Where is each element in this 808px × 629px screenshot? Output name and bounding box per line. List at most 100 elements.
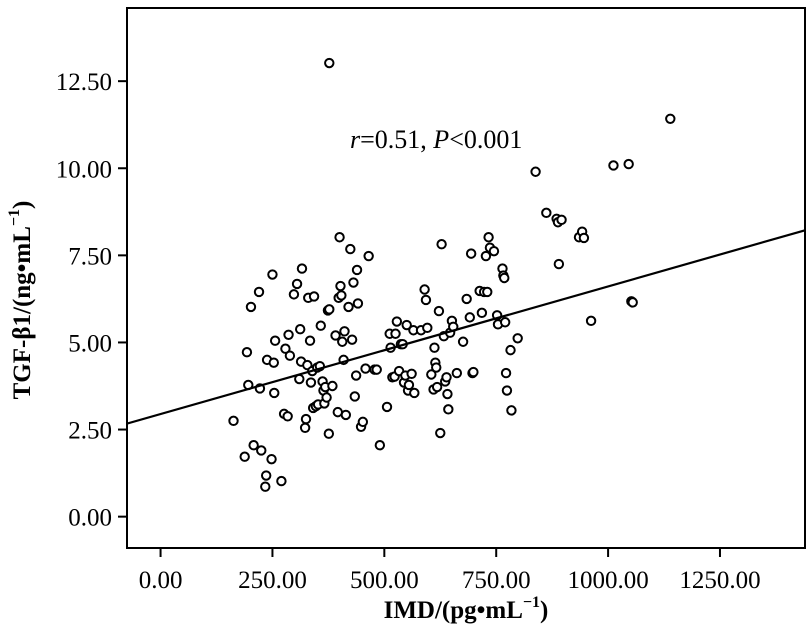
data-point — [420, 294, 432, 306]
x-axis-title-main: IMD/(pg•mL — [384, 597, 523, 624]
data-point — [451, 367, 463, 379]
data-point — [464, 312, 476, 323]
x-tick-label: 1250.00 — [679, 567, 760, 594]
data-point — [512, 333, 523, 344]
p-value-text: <0.001 — [449, 125, 522, 154]
data-point — [269, 387, 280, 399]
data-point — [426, 369, 437, 380]
y-tick-label: 7.50 — [68, 243, 112, 270]
data-point — [431, 381, 443, 393]
data-point — [357, 416, 369, 428]
p-symbol: P — [432, 125, 449, 154]
data-point — [248, 440, 259, 451]
regression-line — [126, 229, 806, 425]
x-tick-label: 500.00 — [350, 567, 419, 594]
y-axis-title: TGF-β1/(ng•mL−1) — [6, 201, 36, 400]
x-tick-label: 250.00 — [238, 567, 307, 594]
data-point — [501, 385, 513, 396]
data-point — [476, 307, 488, 319]
data-point — [431, 362, 442, 373]
data-point — [345, 243, 356, 255]
data-point — [260, 470, 272, 481]
data-point — [241, 347, 253, 358]
x-axis-title-end: ) — [540, 597, 548, 624]
data-point — [349, 391, 360, 402]
data-point — [441, 372, 452, 383]
data-point — [280, 343, 291, 354]
data-point — [324, 57, 335, 69]
data-point — [352, 298, 364, 309]
correlation-annotation: r=0.51, P<0.001 — [350, 125, 522, 154]
data-point — [343, 301, 354, 313]
data-point — [403, 379, 415, 391]
data-point — [300, 413, 312, 425]
data-point — [499, 317, 511, 328]
data-point — [360, 363, 371, 374]
data-point — [483, 232, 494, 243]
data-point — [457, 336, 469, 347]
data-point — [324, 304, 335, 315]
data-point — [429, 342, 440, 353]
data-point — [266, 453, 277, 465]
y-tick-label: 5.00 — [68, 330, 112, 357]
data-point — [294, 324, 306, 335]
data-point — [406, 368, 417, 380]
data-point — [391, 316, 403, 327]
data-point — [608, 160, 619, 171]
data-point — [282, 411, 293, 422]
data-point — [381, 401, 393, 413]
data-point — [578, 232, 590, 244]
y-tick-label: 12.50 — [56, 69, 112, 96]
data-point — [500, 367, 512, 379]
data-point — [390, 328, 401, 339]
data-point — [436, 239, 447, 250]
data-point — [340, 409, 352, 421]
y-tick-label: 2.50 — [68, 418, 112, 445]
data-point — [409, 387, 420, 399]
y-axis-title-superscript: −1 — [6, 209, 23, 226]
data-point — [337, 336, 348, 347]
data-point — [374, 440, 386, 451]
data-point — [276, 475, 287, 487]
data-point — [330, 330, 341, 341]
data-point — [433, 305, 445, 317]
data-point — [488, 245, 500, 257]
data-point — [419, 284, 430, 295]
x-tick-label: 1000.00 — [567, 567, 648, 594]
data-point — [239, 451, 250, 462]
data-point — [268, 357, 279, 368]
data-point — [553, 258, 565, 270]
data-point — [339, 326, 350, 337]
data-point — [334, 232, 345, 243]
data-point — [308, 291, 320, 302]
data-point — [350, 370, 362, 381]
data-point — [296, 263, 308, 274]
data-point — [371, 364, 382, 375]
data-point — [480, 250, 492, 262]
data-point — [506, 405, 517, 416]
data-point — [530, 166, 541, 177]
data-point — [665, 113, 676, 124]
data-point — [541, 207, 552, 219]
data-point — [461, 293, 472, 305]
data-point — [323, 428, 335, 439]
data-point — [260, 481, 271, 492]
data-point — [443, 404, 454, 415]
plot-area-frame — [126, 7, 806, 549]
data-point — [321, 392, 332, 403]
y-axis-title-end: ) — [9, 201, 36, 209]
data-point — [627, 297, 638, 308]
data-point — [442, 388, 453, 400]
y-tick-label: 10.00 — [56, 156, 112, 183]
r-symbol: r — [350, 125, 361, 154]
data-point — [315, 320, 326, 331]
data-point — [335, 280, 346, 292]
data-point — [267, 269, 278, 280]
data-point — [283, 329, 294, 340]
data-point — [556, 214, 567, 226]
data-point — [346, 334, 358, 345]
data-point — [284, 350, 296, 361]
data-point — [623, 158, 634, 170]
data-point — [305, 377, 317, 388]
data-point — [348, 277, 359, 288]
